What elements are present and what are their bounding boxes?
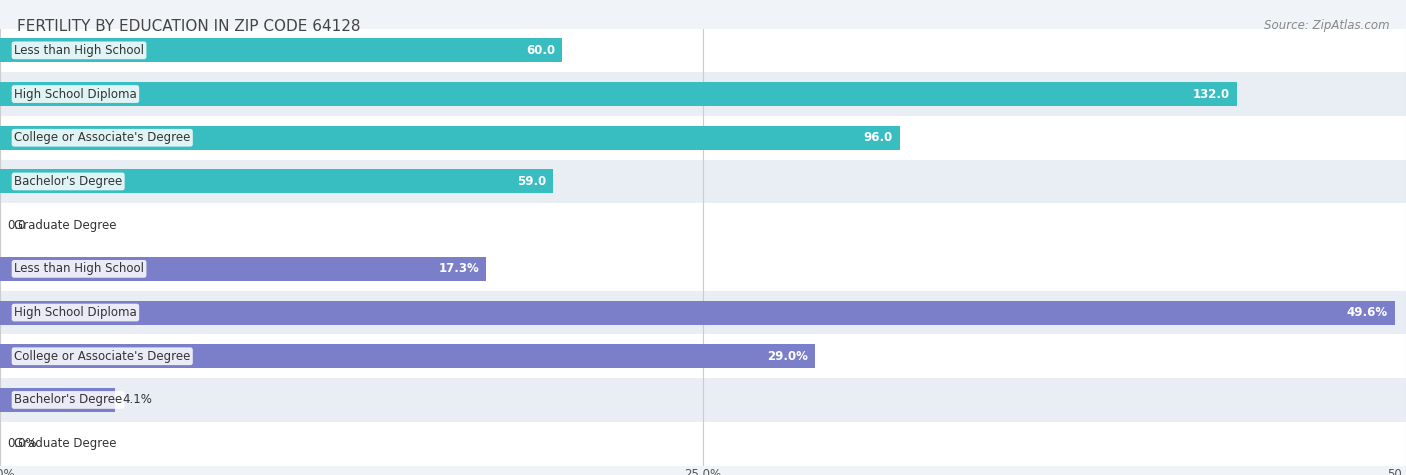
Bar [0, 257, 486, 281]
Text: College or Associate's Degree: College or Associate's Degree [14, 131, 190, 144]
Text: Graduate Degree: Graduate Degree [14, 218, 117, 232]
Text: FERTILITY BY EDUCATION IN ZIP CODE 64128: FERTILITY BY EDUCATION IN ZIP CODE 64128 [17, 19, 360, 34]
Bar [0, 72, 1406, 116]
Bar [0, 160, 1406, 203]
Text: Graduate Degree: Graduate Degree [14, 437, 117, 450]
Bar [0, 344, 815, 368]
Text: Bachelor's Degree: Bachelor's Degree [14, 393, 122, 407]
Text: 0.0%: 0.0% [7, 437, 37, 450]
Text: 29.0%: 29.0% [768, 350, 808, 363]
Bar [0, 378, 1406, 422]
Bar [0, 28, 1406, 72]
Bar [0, 247, 1406, 291]
Bar [0, 38, 562, 62]
Bar [0, 388, 115, 412]
Text: 49.6%: 49.6% [1347, 306, 1388, 319]
Bar [0, 301, 1395, 324]
Bar [0, 422, 1406, 466]
Bar [0, 203, 1406, 247]
Text: Bachelor's Degree: Bachelor's Degree [14, 175, 122, 188]
Text: 0.0: 0.0 [7, 218, 25, 232]
Text: 59.0: 59.0 [517, 175, 546, 188]
Text: 17.3%: 17.3% [439, 262, 479, 276]
Text: Source: ZipAtlas.com: Source: ZipAtlas.com [1264, 19, 1389, 32]
Text: Less than High School: Less than High School [14, 44, 143, 57]
Text: 4.1%: 4.1% [122, 393, 152, 407]
Bar [0, 334, 1406, 378]
Text: 96.0: 96.0 [863, 131, 893, 144]
Bar [0, 116, 1406, 160]
Text: High School Diploma: High School Diploma [14, 306, 136, 319]
Bar [0, 170, 553, 193]
Text: 132.0: 132.0 [1194, 87, 1230, 101]
Text: High School Diploma: High School Diploma [14, 87, 136, 101]
Text: College or Associate's Degree: College or Associate's Degree [14, 350, 190, 363]
Bar [0, 291, 1406, 334]
Text: Less than High School: Less than High School [14, 262, 143, 276]
Bar [0, 126, 900, 150]
Bar [0, 82, 1237, 106]
Text: 60.0: 60.0 [526, 44, 555, 57]
